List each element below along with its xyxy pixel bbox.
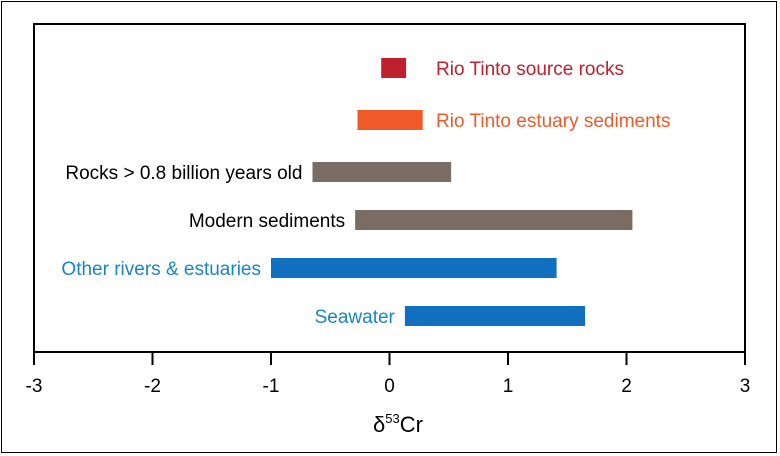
category-label-4: Other rivers & estuaries <box>61 259 261 280</box>
category-label-0: Rio Tinto source rocks <box>436 59 624 80</box>
bar-3 <box>355 210 633 230</box>
x-tick-label-6: 3 <box>740 376 751 397</box>
x-tick-label-5: 2 <box>621 376 632 397</box>
x-axis-label-main: δ <box>373 412 385 437</box>
category-label-1: Rio Tinto estuary sediments <box>436 111 670 132</box>
x-tick-label-3: 0 <box>384 376 395 397</box>
bar-5 <box>404 306 586 326</box>
x-tick-label-2: -1 <box>263 376 280 397</box>
bars-group <box>271 58 633 326</box>
x-tick-label-4: 1 <box>503 376 514 397</box>
category-label-2: Rocks > 0.8 billion years old <box>65 163 302 184</box>
x-tick-label-0: -3 <box>26 376 43 397</box>
category-labels-group: Rio Tinto source rocks Rio Tinto estuary … <box>61 59 670 328</box>
x-tick-label-1: -2 <box>144 376 161 397</box>
x-axis-label-sup: 53 <box>385 411 399 426</box>
category-label-5: Seawater <box>315 307 396 328</box>
x-axis-label: δ53Cr <box>373 411 423 437</box>
bar-1 <box>357 110 423 130</box>
x-ticks-group: -3 -2 -1 0 1 2 3 <box>26 352 751 397</box>
bar-2 <box>312 162 452 182</box>
bar-0 <box>381 58 407 78</box>
category-label-3: Modern sediments <box>189 211 345 232</box>
bar-4 <box>271 258 557 278</box>
x-axis-label-suffix: Cr <box>400 412 423 437</box>
